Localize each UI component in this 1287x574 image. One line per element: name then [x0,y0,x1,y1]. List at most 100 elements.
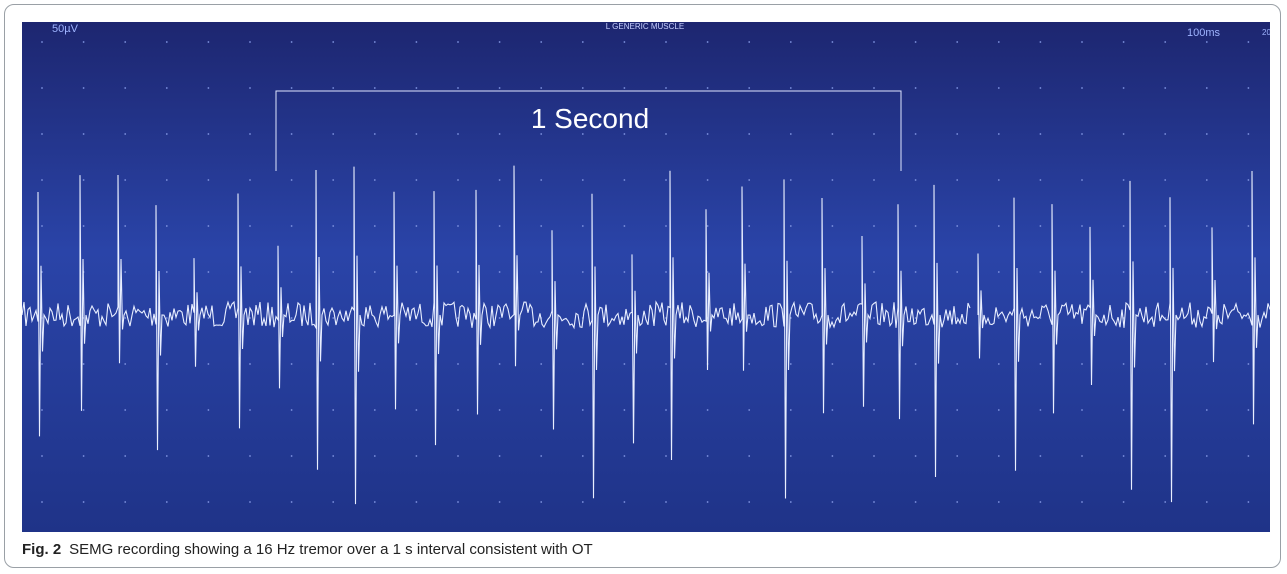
grid-dot [1123,455,1125,457]
grid-dot [915,501,917,503]
grid-dot [166,87,168,89]
grid-dot [582,363,584,365]
grid-dot [41,87,43,89]
grid-dot [457,87,459,89]
grid-dot [624,179,626,181]
grid-dot [873,501,875,503]
grid-dot [1081,133,1083,135]
grid-dot [208,409,210,411]
grid-dot [457,501,459,503]
grid-dot [665,455,667,457]
grid-dot [915,179,917,181]
grid-dot [249,455,251,457]
grid-dot [1040,409,1042,411]
grid-dot [499,133,501,135]
grid-dot [540,363,542,365]
grid-dot [499,225,501,227]
grid-dot [873,317,875,319]
grid-dot [291,41,293,43]
grid-dot [624,501,626,503]
grid-dot [499,409,501,411]
grid-dot [332,455,334,457]
grid-dot [457,409,459,411]
grid-dot [374,455,376,457]
grid-dot [208,41,210,43]
grid-dot [416,133,418,135]
grid-dot [1123,409,1125,411]
grid-dot [748,501,750,503]
grid-dot [1206,133,1208,135]
grid-dot [540,225,542,227]
grid-dot [707,501,709,503]
grid-dot [83,87,85,89]
grid-dot [124,179,126,181]
grid-dot [998,41,1000,43]
grid-dot [1040,455,1042,457]
grid-dot [790,455,792,457]
grid-dot [832,133,834,135]
grid-dot [1123,225,1125,227]
grid-dot [873,41,875,43]
grid-dot [998,409,1000,411]
grid-dot [291,271,293,273]
grid-dot [748,41,750,43]
grid-dot [790,501,792,503]
grid-dot [499,363,501,365]
grid-dot [291,133,293,135]
grid-dot [873,455,875,457]
grid-dot [166,363,168,365]
grid-dot [832,225,834,227]
grid-dot [540,455,542,457]
grid-dot [166,409,168,411]
grid-dot [665,271,667,273]
grid-dot [416,271,418,273]
grid-dot [1206,271,1208,273]
grid-dot [1248,455,1250,457]
grid-dot [540,501,542,503]
grid-dot [873,271,875,273]
grid-dot [332,179,334,181]
grid-dot [41,409,43,411]
grid-dot [1081,179,1083,181]
grid-dot [1206,41,1208,43]
grid-dot [1206,501,1208,503]
grid-dot [956,409,958,411]
grid-dot [124,41,126,43]
grid-dot [41,179,43,181]
grid-dot [291,225,293,227]
grid-dot [832,501,834,503]
grid-dot [208,271,210,273]
grid-dot [915,363,917,365]
grid-dot [41,133,43,135]
grid-dot [208,87,210,89]
grid-dot [582,179,584,181]
caption: Fig. 2SEMG recording showing a 16 Hz tre… [22,541,593,558]
grid-dot [416,179,418,181]
grid-dot [457,271,459,273]
grid-dot [873,133,875,135]
grid-dot [1206,363,1208,365]
grid-dot [998,179,1000,181]
grid-dot [956,179,958,181]
grid-dot [1164,225,1166,227]
grid-dot [208,501,210,503]
grid-dot [540,179,542,181]
grid-dot [1040,271,1042,273]
sweep-label: 100ms [1187,27,1221,39]
grid-dot [1206,455,1208,457]
grid-dot [499,455,501,457]
grid-dot [249,501,251,503]
grid-dot [748,409,750,411]
grid-dot [332,409,334,411]
grid-dot [41,455,43,457]
emg-screen: 50µV L GENERIC MUSCLE 100ms 200 1 Second [22,22,1270,532]
grid-dot [332,87,334,89]
grid-dot [1123,271,1125,273]
grid-dot [748,317,750,319]
grid-dot [166,179,168,181]
grid-dot [499,317,501,319]
grid-dot [332,363,334,365]
grid-dot [1081,271,1083,273]
grid-dot [416,501,418,503]
grid-dot [790,363,792,365]
